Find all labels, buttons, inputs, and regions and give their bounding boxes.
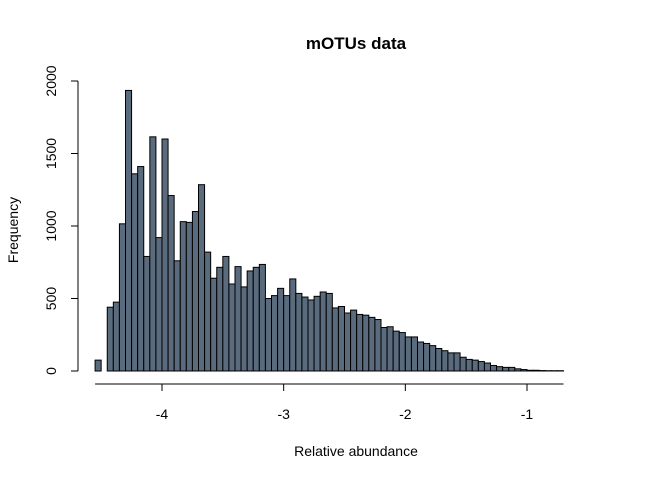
histogram-bar — [429, 345, 437, 372]
histogram-bar — [185, 221, 193, 372]
x-axis-label: Relative abundance — [294, 443, 418, 459]
histogram-bar — [204, 251, 212, 372]
histogram-bar — [283, 295, 291, 372]
x-tick-label: -3 — [277, 406, 290, 422]
histogram-bar — [514, 368, 522, 372]
histogram-bar — [125, 89, 133, 372]
histogram-bar — [106, 306, 114, 372]
histogram-bar — [295, 292, 303, 372]
histogram-bar — [313, 295, 321, 372]
histogram-bar — [441, 350, 449, 372]
histogram-bar — [380, 327, 388, 372]
histogram-bar — [234, 266, 242, 372]
y-tick-label: 0 — [43, 367, 59, 375]
histogram-bar — [161, 138, 169, 372]
histogram-bar — [471, 359, 479, 372]
histogram-bar — [337, 305, 346, 372]
histogram-bar — [179, 221, 187, 372]
histogram-bar — [112, 301, 120, 372]
histogram-bar — [526, 369, 534, 372]
histogram-bar — [483, 362, 492, 372]
histogram-bar — [167, 195, 175, 372]
histogram-bar — [386, 326, 394, 372]
histogram-bar — [155, 237, 163, 372]
histogram-bar — [301, 296, 309, 372]
histogram-bar — [344, 312, 352, 372]
histogram-bar — [191, 211, 199, 372]
histogram-bar — [143, 255, 151, 372]
histogram-bar — [392, 330, 400, 372]
histogram-bar — [271, 295, 279, 372]
histogram-bar — [277, 287, 285, 372]
histogram-bar — [289, 278, 297, 372]
histogram-bar — [496, 366, 504, 372]
histogram-bar — [374, 319, 382, 372]
histogram-bar — [368, 316, 376, 372]
histogram-bar — [502, 366, 510, 372]
histogram-bar — [210, 277, 218, 372]
y-tick-label: 500 — [43, 287, 59, 311]
histogram-bar — [356, 313, 364, 372]
x-axis: -4 -3 -2 -1 — [95, 383, 564, 422]
histogram-bar — [453, 352, 461, 372]
histogram-bar — [173, 260, 181, 372]
x-tick-label: -4 — [156, 406, 169, 422]
histogram-bar — [532, 369, 540, 372]
histogram-bar — [350, 309, 358, 372]
y-axis-label: Frequency — [5, 197, 21, 263]
histogram-bar — [417, 341, 425, 372]
histogram-bar — [228, 283, 236, 372]
histogram-bar — [508, 366, 516, 372]
x-tick-label: -2 — [399, 406, 412, 422]
histogram-bar — [319, 291, 327, 372]
histogram-bar — [362, 314, 370, 372]
histogram-bar — [459, 356, 467, 372]
histogram-bar — [410, 336, 419, 372]
histogram-bar — [465, 358, 473, 372]
histogram-bar — [447, 352, 455, 372]
histogram-bar — [94, 359, 102, 372]
histogram-bar — [240, 286, 248, 372]
y-tick-label: 1500 — [43, 138, 59, 169]
histogram-bar — [477, 361, 485, 372]
histogram-bar — [258, 263, 266, 372]
histogram-bar — [307, 299, 315, 372]
histogram-bar — [264, 298, 273, 372]
histogram-bar — [137, 166, 145, 372]
histogram-bar — [198, 184, 206, 372]
histogram-bars — [94, 89, 564, 372]
histogram-bar — [520, 369, 528, 372]
histogram-bar — [222, 255, 230, 372]
y-axis: 0 500 1000 1500 2000 — [43, 65, 79, 375]
histogram-bar — [252, 266, 260, 372]
histogram-bar — [216, 266, 224, 372]
y-tick-label: 1000 — [43, 210, 59, 241]
histogram-bar — [149, 136, 157, 372]
chart-title: mOTUs data — [306, 34, 407, 53]
histogram-bar — [423, 342, 431, 372]
histogram-bar — [398, 332, 406, 372]
y-tick-label: 2000 — [43, 65, 59, 96]
histogram-bar — [404, 336, 412, 372]
histogram-bar — [325, 292, 333, 372]
histogram-bar — [131, 173, 139, 372]
histogram-bar — [490, 364, 498, 372]
histogram-bar — [246, 270, 254, 372]
histogram-bar — [435, 348, 443, 372]
x-tick-label: -1 — [521, 406, 534, 422]
histogram-bar — [118, 223, 126, 372]
histogram-bar — [331, 307, 339, 372]
